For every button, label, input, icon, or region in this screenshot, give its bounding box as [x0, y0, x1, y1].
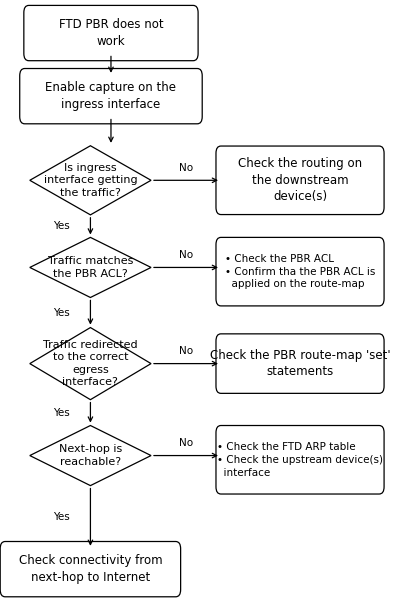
- FancyBboxPatch shape: [24, 5, 198, 61]
- Text: • Check the PBR ACL
• Confirm tha the PBR ACL is
  applied on the route-map: • Check the PBR ACL • Confirm tha the PB…: [225, 254, 375, 290]
- Polygon shape: [30, 328, 151, 400]
- Text: Yes: Yes: [53, 512, 70, 522]
- Text: Traffic redirected
to the correct
egress
interface?: Traffic redirected to the correct egress…: [43, 340, 138, 387]
- Text: Yes: Yes: [53, 221, 70, 231]
- Text: Is ingress
interface getting
the traffic?: Is ingress interface getting the traffic…: [44, 163, 137, 198]
- Text: Traffic matches
the PBR ACL?: Traffic matches the PBR ACL?: [48, 256, 133, 279]
- Polygon shape: [30, 426, 151, 486]
- Polygon shape: [30, 145, 151, 215]
- FancyBboxPatch shape: [216, 237, 384, 306]
- Text: Enable capture on the
ingress interface: Enable capture on the ingress interface: [46, 81, 176, 111]
- Text: No: No: [179, 250, 193, 260]
- FancyBboxPatch shape: [0, 542, 181, 597]
- Text: Check connectivity from
next-hop to Internet: Check connectivity from next-hop to Inte…: [18, 554, 162, 584]
- Text: No: No: [179, 346, 193, 356]
- Text: Check the PBR route-map 'set'
statements: Check the PBR route-map 'set' statements: [210, 349, 390, 379]
- Text: No: No: [179, 163, 193, 173]
- FancyBboxPatch shape: [20, 69, 202, 124]
- Text: Next-hop is
reachable?: Next-hop is reachable?: [59, 444, 122, 467]
- FancyBboxPatch shape: [216, 334, 384, 393]
- Text: Check the routing on
the downstream
device(s): Check the routing on the downstream devi…: [238, 157, 362, 203]
- Text: Yes: Yes: [53, 308, 70, 317]
- FancyBboxPatch shape: [216, 426, 384, 494]
- Text: No: No: [179, 438, 193, 448]
- Polygon shape: [30, 237, 151, 297]
- FancyBboxPatch shape: [216, 146, 384, 215]
- Text: Yes: Yes: [53, 407, 70, 418]
- Text: FTD PBR does not
work: FTD PBR does not work: [59, 18, 163, 48]
- Text: • Check the FTD ARP table
• Check the upstream device(s)
  interface: • Check the FTD ARP table • Check the up…: [217, 442, 383, 478]
